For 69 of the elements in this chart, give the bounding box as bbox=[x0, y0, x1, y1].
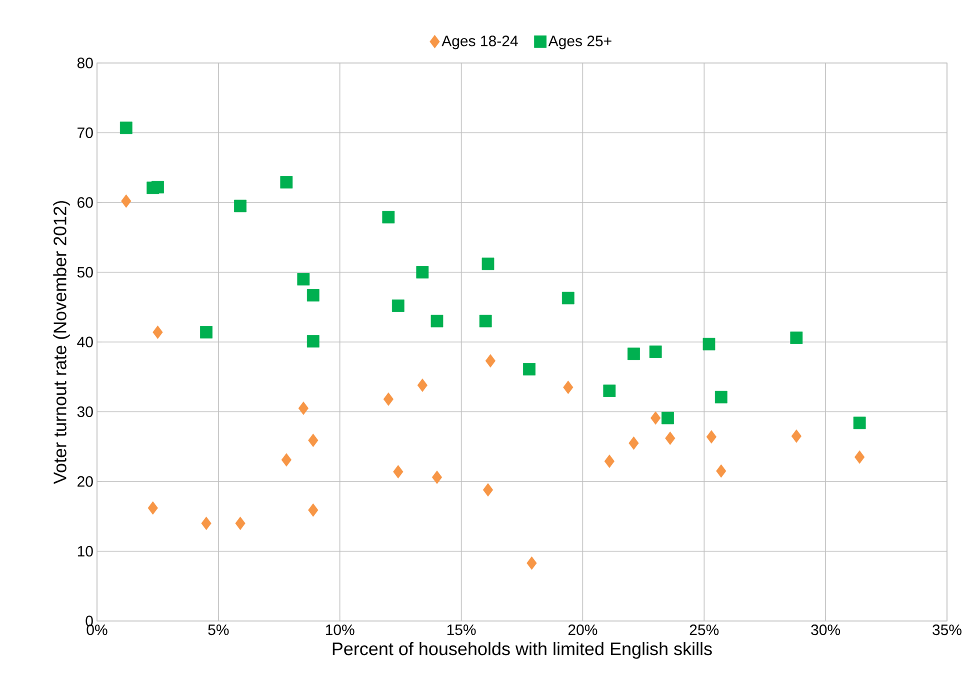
y-tick-label: 50 bbox=[77, 266, 93, 278]
y-axis-title: Voter turnout rate (November 2012) bbox=[53, 201, 70, 484]
point bbox=[563, 380, 574, 394]
point bbox=[628, 348, 640, 360]
point bbox=[152, 326, 163, 339]
point bbox=[306, 289, 320, 302]
point bbox=[392, 300, 404, 312]
point bbox=[628, 436, 639, 450]
point bbox=[706, 430, 717, 444]
point bbox=[790, 332, 803, 344]
point bbox=[853, 416, 866, 430]
point bbox=[235, 516, 246, 530]
point bbox=[298, 402, 309, 415]
point bbox=[650, 411, 661, 425]
y-tick-label: 30 bbox=[77, 406, 93, 418]
point bbox=[416, 266, 429, 278]
y-tick-label: 20 bbox=[78, 476, 93, 487]
y-tick-label: 10 bbox=[78, 546, 93, 557]
point bbox=[430, 314, 444, 328]
point bbox=[281, 453, 292, 467]
point bbox=[854, 450, 865, 464]
y-tick-label: 40 bbox=[77, 336, 93, 348]
x-tick-label: 5% bbox=[208, 624, 229, 636]
point bbox=[234, 200, 246, 212]
point bbox=[562, 292, 574, 304]
point bbox=[383, 392, 394, 406]
point bbox=[280, 176, 293, 188]
point bbox=[120, 122, 132, 134]
x-tick-label: 20% bbox=[568, 624, 598, 636]
x-tick-label: 25% bbox=[690, 624, 719, 636]
x-tick-label: 35% bbox=[932, 624, 962, 636]
point bbox=[604, 454, 615, 468]
point bbox=[714, 390, 728, 404]
point bbox=[523, 362, 536, 376]
point bbox=[432, 470, 442, 484]
point bbox=[200, 326, 212, 338]
point bbox=[201, 516, 212, 530]
point bbox=[308, 434, 318, 448]
point bbox=[716, 464, 726, 478]
point bbox=[603, 384, 616, 398]
point bbox=[526, 556, 537, 570]
point bbox=[308, 503, 318, 517]
point bbox=[482, 483, 494, 497]
x-tick-label: 15% bbox=[447, 624, 476, 636]
point bbox=[791, 429, 802, 443]
point bbox=[121, 194, 132, 208]
point bbox=[297, 273, 310, 286]
point bbox=[306, 335, 320, 348]
point bbox=[417, 378, 428, 392]
x-tick-label: 30% bbox=[811, 624, 840, 636]
point bbox=[152, 180, 164, 194]
point bbox=[649, 346, 662, 358]
x-axis-title: Percent of households with limited English skills bbox=[332, 642, 712, 659]
y-tick-label: 80 bbox=[77, 58, 93, 68]
x-tick-label: 0% bbox=[86, 624, 108, 636]
point bbox=[479, 314, 492, 328]
point bbox=[662, 412, 674, 424]
point bbox=[485, 354, 496, 368]
y-tick-label: 60 bbox=[78, 197, 93, 208]
point bbox=[665, 432, 676, 445]
point bbox=[393, 465, 404, 478]
x-tick-label: 10% bbox=[326, 624, 354, 636]
legend-label: Ages 18-24 bbox=[442, 36, 518, 50]
point bbox=[382, 210, 395, 224]
legend-label: Ages 25+ bbox=[548, 36, 612, 50]
point bbox=[702, 338, 716, 350]
point bbox=[482, 258, 494, 270]
y-tick-label: 70 bbox=[78, 127, 93, 138]
point bbox=[148, 501, 158, 515]
